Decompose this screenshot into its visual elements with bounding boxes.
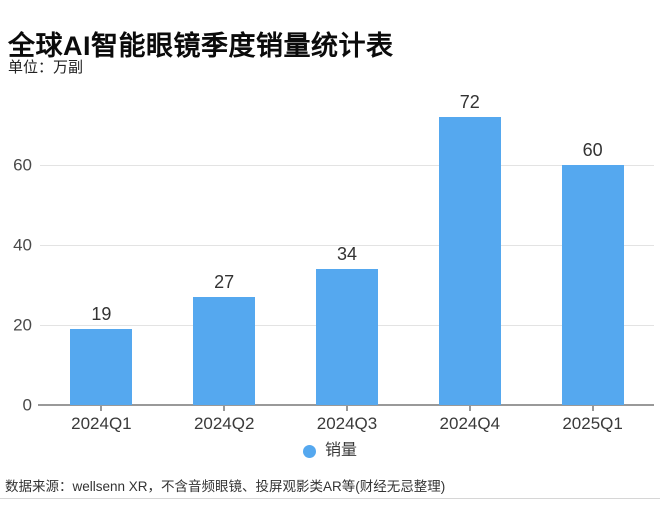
x-axis-label-2024Q1: 2024Q1 [71, 414, 132, 433]
column-2024Q1: 19 2024Q1 [40, 105, 163, 433]
bar-value-2024Q3: 34 [336, 244, 357, 264]
bar-value-2024Q1: 19 [91, 304, 112, 324]
bar-value-2024Q4: 72 [459, 92, 480, 112]
x-axis-label-2024Q3: 2024Q3 [316, 414, 378, 433]
legend[interactable]: 销量 [0, 443, 660, 459]
plot-area: 0 20 40 60 19 2024Q1 27 2024Q2 34 2024Q3 72 2024Q4 6… [13, 93, 654, 433]
bottom-divider [0, 498, 660, 499]
x-axis-label-2024Q2: 2024Q2 [193, 414, 255, 433]
bar-value-2025Q1: 60 [582, 140, 603, 160]
column-2024Q2: 27 2024Q2 [163, 105, 286, 433]
x-axis-tick-2024Q1 [100, 405, 103, 411]
column-2024Q3: 34 2024Q3 [286, 105, 409, 433]
column-2024Q4: 72 2024Q4 [408, 93, 531, 433]
x-axis-label-2024Q4: 2024Q4 [439, 414, 501, 433]
x-axis-label-2025Q1: 2025Q1 [562, 414, 623, 433]
x-axis-tick-2024Q2 [223, 405, 226, 411]
sales-bar-chart: 0 20 40 60 19 2024Q1 27 2024Q2 34 2024Q3 72 2024Q4 6… [13, 93, 654, 433]
x-axis-tick-2024Q3 [345, 405, 348, 411]
data-source-note: 数据来源：wellsenn XR，不含音频眼镜、投屏观影类AR等(财经无忌整理) [5, 479, 446, 494]
column-2025Q1: 60 2025Q1 [531, 105, 654, 433]
x-axis-tick-2025Q1 [591, 405, 594, 411]
y-axis-label-40: 40 [13, 235, 32, 255]
x-axis-tick-2024Q4 [468, 405, 471, 411]
bar-2024Q1[interactable] [70, 329, 133, 405]
bar-value-2024Q2: 27 [214, 272, 235, 292]
gridline-40 [40, 245, 654, 246]
legend-dot-icon [302, 444, 316, 458]
bar-2024Q2[interactable] [193, 297, 256, 405]
page-title: 全球AI智能眼镜季度销量统计表 [8, 31, 394, 62]
y-axis-label-60: 60 [13, 155, 32, 175]
unit-label: 单位：万副 [8, 59, 84, 76]
legend-label: 销量 [324, 442, 357, 459]
gridline-60 [40, 165, 654, 166]
y-axis-label-0: 0 [22, 395, 32, 415]
bar-2024Q3[interactable] [315, 269, 378, 405]
y-axis-label-20: 20 [13, 315, 32, 335]
bar-2024Q4[interactable] [438, 117, 501, 405]
bar-2025Q1[interactable] [561, 165, 624, 405]
